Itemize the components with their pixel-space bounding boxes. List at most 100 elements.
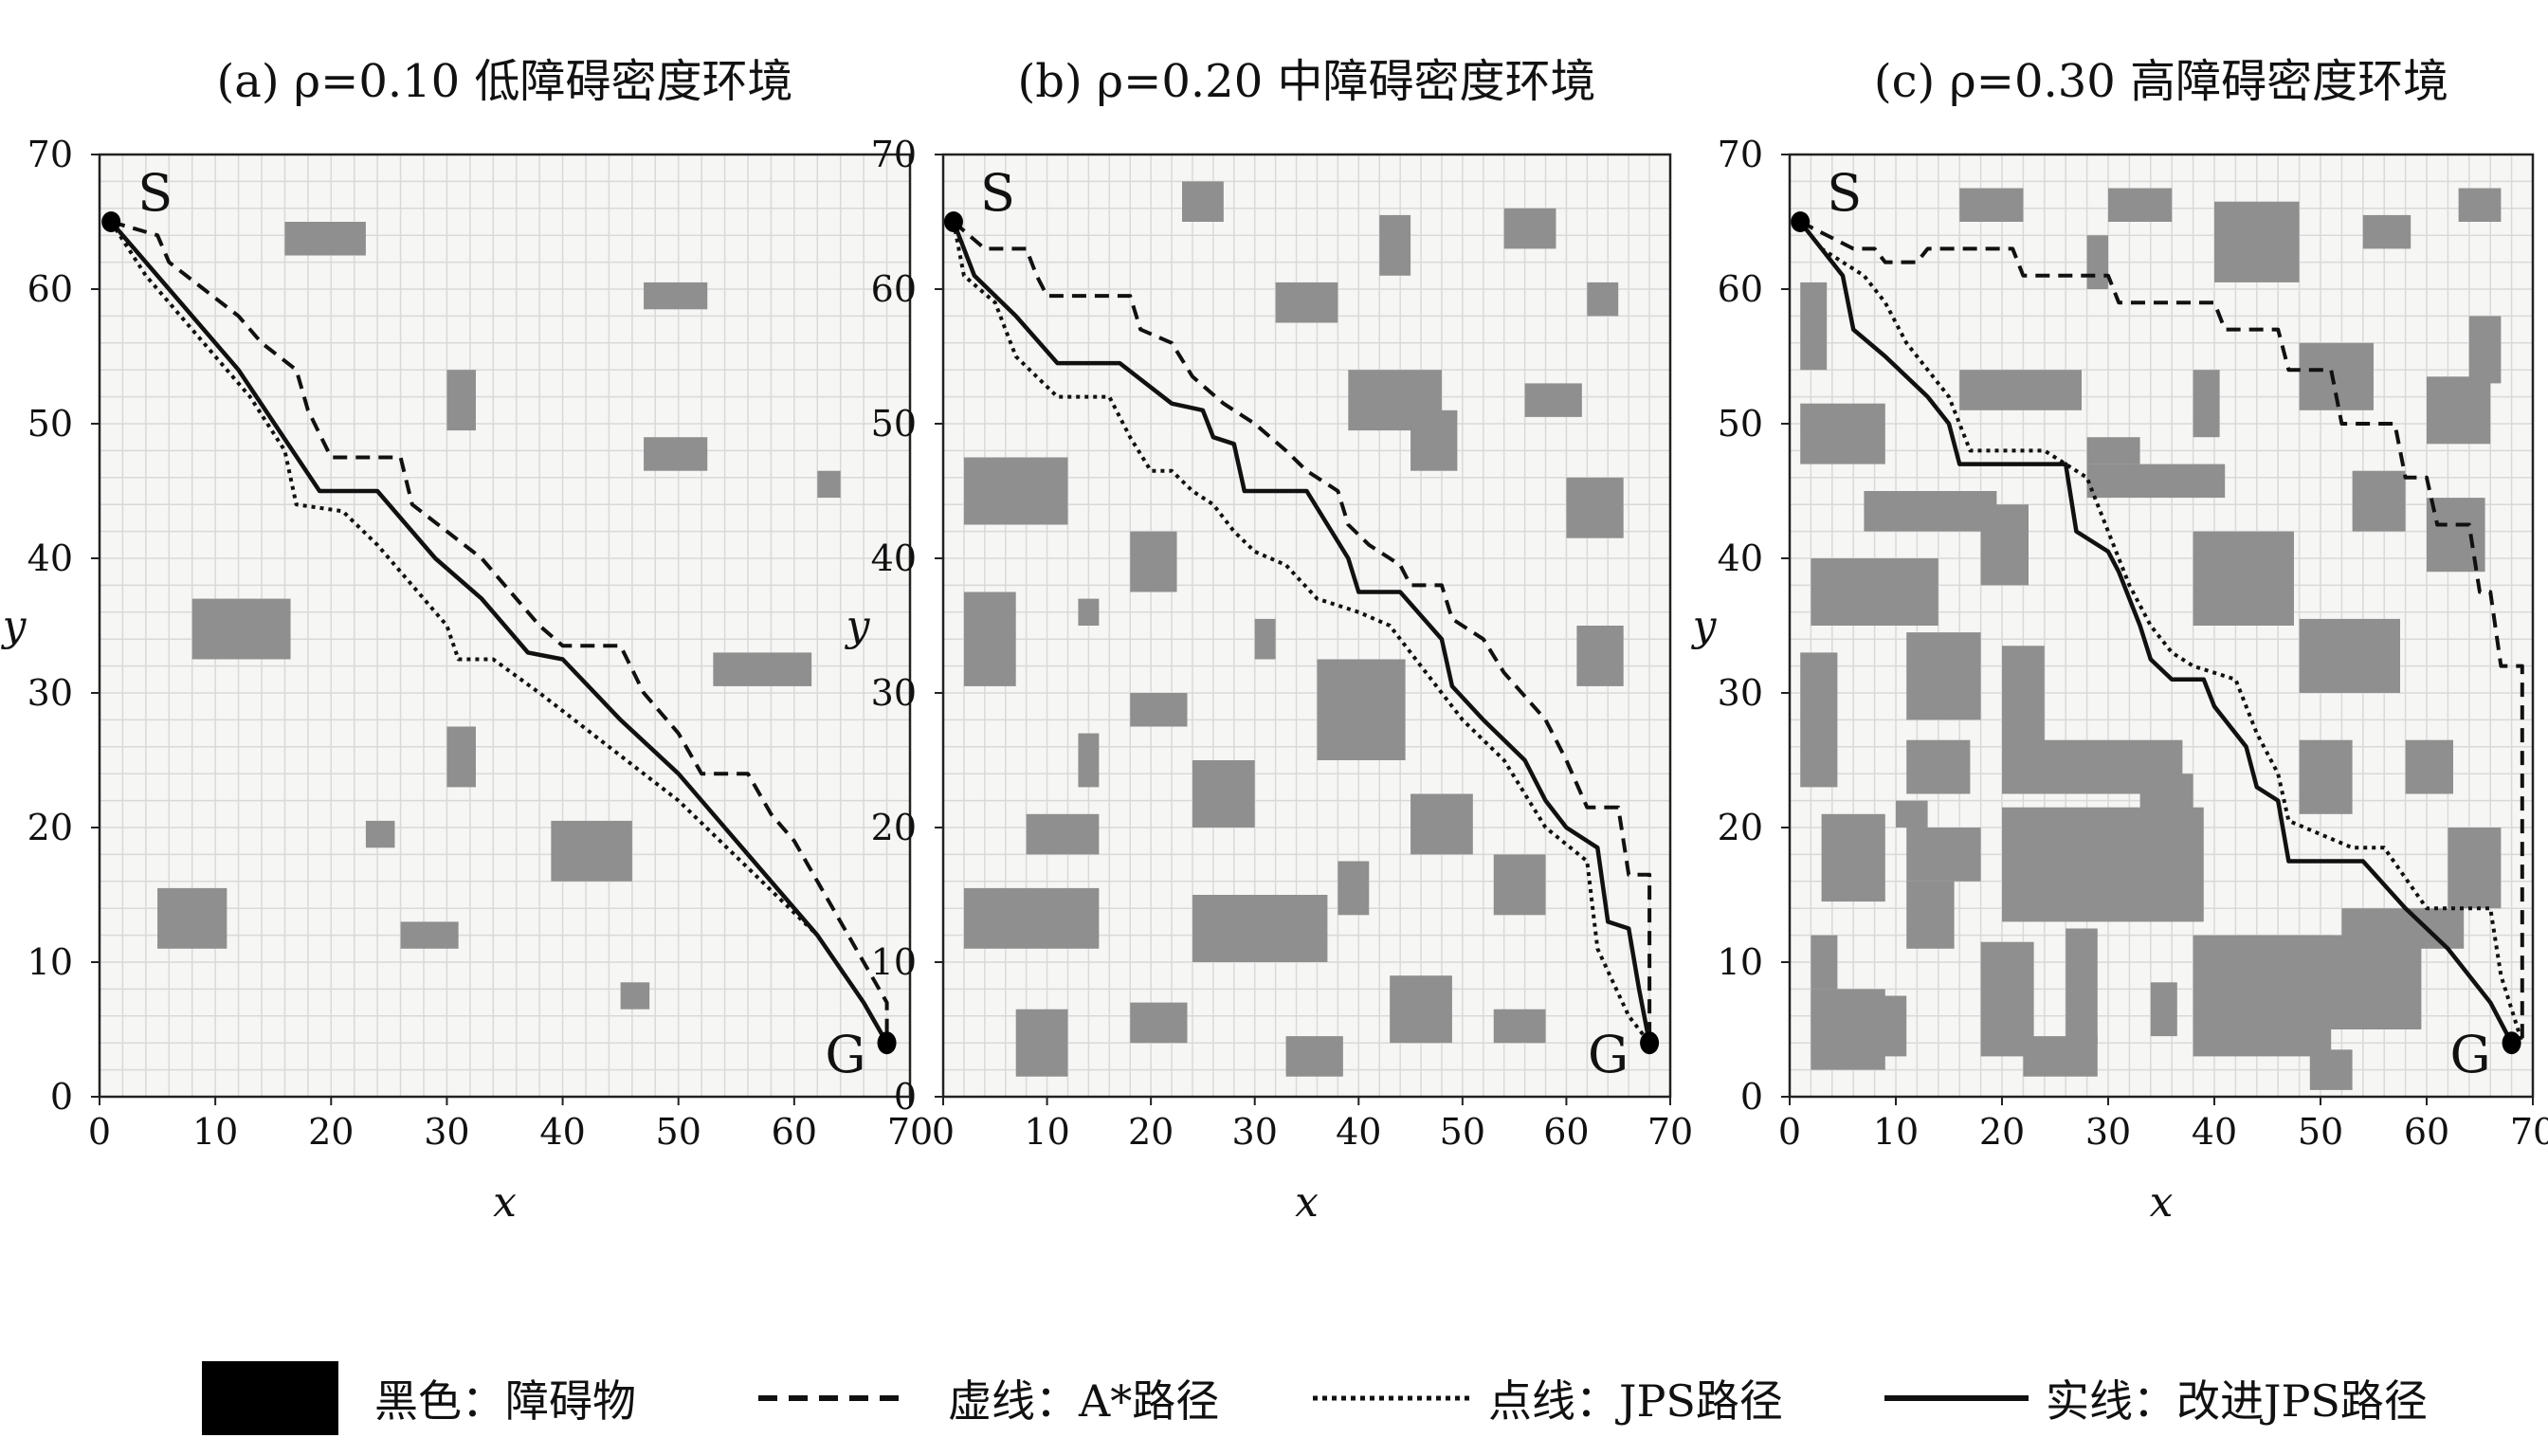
- obstacle: [1130, 1002, 1188, 1044]
- obstacle: [2150, 982, 2177, 1037]
- obstacle: [365, 820, 395, 848]
- obstacle: [2066, 928, 2098, 1044]
- obstacle: [1906, 632, 1981, 720]
- obstacle: [1980, 504, 2029, 586]
- obstacle: [2405, 739, 2453, 794]
- chart-title: (b) ρ=0.20 中障碍密度环境: [1017, 55, 1595, 108]
- x-tick-label: 70: [1647, 1111, 1693, 1153]
- legend-astar-label: 虚线：A*路径: [948, 1375, 1219, 1427]
- y-axis-label: y: [845, 602, 871, 650]
- obstacle: [963, 592, 1016, 686]
- y-axis-label: y: [1691, 602, 1718, 650]
- obstacle: [2299, 618, 2400, 693]
- obstacle: [1275, 282, 1338, 323]
- obstacle: [1192, 760, 1255, 828]
- axes-frame: [98, 153, 912, 1099]
- x-tick-label: 10: [192, 1111, 238, 1153]
- obstacle: [446, 726, 476, 788]
- obstacle: [1410, 793, 1473, 855]
- x-tick-label: 30: [2085, 1111, 2131, 1153]
- y-tick-label: 70: [1718, 134, 1763, 175]
- legend: 黑色：障碍物 虚线：A*路径 点线：JPS路径 实线：改进JPS路径: [202, 1361, 2428, 1435]
- y-tick-label: 60: [1718, 268, 1763, 310]
- obstacle: [1576, 626, 1624, 686]
- y-tick-label: 10: [1718, 941, 1763, 983]
- axes-frame: [941, 153, 1672, 1099]
- obstacle: [1800, 403, 1885, 464]
- y-tick-label: 40: [1718, 537, 1763, 579]
- x-tick-label: 40: [539, 1111, 585, 1153]
- x-tick-label: 60: [2404, 1111, 2449, 1153]
- y-tick-label: 20: [871, 807, 917, 848]
- x-tick-label: 0: [1778, 1111, 1801, 1153]
- obstacle: [1524, 383, 1582, 417]
- obstacle: [1587, 282, 1619, 317]
- x-tick-label: 10: [1873, 1111, 1919, 1153]
- obstacle: [1959, 188, 2024, 222]
- x-tick-label: 50: [1440, 1111, 1485, 1153]
- y-tick-label: 60: [27, 268, 73, 310]
- start-label: S: [137, 163, 173, 223]
- goal-marker: [1640, 1031, 1660, 1055]
- obstacle: [1906, 881, 1955, 949]
- obstacle: [446, 370, 476, 431]
- y-tick-label: 30: [871, 672, 917, 714]
- path-solid: [109, 220, 889, 1045]
- chart-title: (a) ρ=0.10 低障碍密度环境: [217, 55, 793, 108]
- obstacle: [1811, 995, 1907, 1057]
- x-tick-label: 40: [1336, 1111, 1381, 1153]
- obstacle: [1317, 659, 1406, 760]
- obstacle: [2086, 235, 2108, 289]
- chart-panels: 0 10 20 30 40 50 60 70 0 10 20 30 40 50 60 70 x y (a) ρ=0.…: [1, 55, 2548, 1227]
- y-tick-label: 30: [1718, 672, 1763, 714]
- obstacle: [2448, 828, 2502, 909]
- x-axis-label: x: [493, 1178, 517, 1227]
- obstacle: [1906, 828, 1981, 882]
- start-marker: [1791, 211, 1811, 232]
- obstacle: [1130, 693, 1188, 727]
- axes-frame: [1788, 153, 2535, 1099]
- obstacle: [1493, 854, 1546, 916]
- start-label: S: [980, 163, 1015, 223]
- obstacle: [963, 887, 1100, 949]
- y-tick-label: 50: [871, 403, 917, 445]
- obstacle: [284, 222, 366, 256]
- obstacle: [1390, 975, 1452, 1044]
- path-dashed: [952, 220, 1652, 1044]
- path-solid: [1798, 220, 2514, 1045]
- legend-obstacle-swatch: [202, 1361, 338, 1435]
- y-tick-label: 50: [27, 403, 73, 445]
- chart-panel-3: 0 10 20 30 40 50 60 70 0 10 20 30 40 50 60 70 x y (c) ρ=0.…: [1691, 55, 2548, 1227]
- x-tick-label: 40: [2192, 1111, 2237, 1153]
- obstacle: [1811, 558, 1938, 626]
- chart-title: (c) ρ=0.30 高障碍密度环境: [1874, 55, 2448, 108]
- start-marker: [101, 211, 121, 232]
- obstacle: [1811, 935, 1838, 990]
- obstacle: [1821, 813, 1885, 902]
- obstacle: [1503, 208, 1556, 249]
- obstacle: [2458, 188, 2502, 222]
- obstacle: [1338, 861, 1370, 916]
- obstacle: [1896, 800, 1928, 828]
- x-tick-label: 20: [1128, 1111, 1174, 1153]
- y-axis-label: y: [1, 602, 27, 650]
- goal-marker: [877, 1031, 897, 1055]
- obstacle: [2309, 1049, 2353, 1090]
- obstacle: [2193, 370, 2220, 438]
- obstacle: [1493, 1009, 1546, 1044]
- y-tick-label: 60: [871, 268, 917, 310]
- path-dashed: [110, 220, 889, 1044]
- y-tick-label: 10: [871, 941, 917, 983]
- x-axis-label: x: [1295, 1178, 1319, 1227]
- obstacle: [1800, 652, 1838, 788]
- goal-label: G: [2449, 1025, 2490, 1084]
- obstacle: [2108, 188, 2173, 222]
- x-tick-label: 0: [88, 1111, 111, 1153]
- obstacle: [2086, 464, 2226, 499]
- x-tick-label: 30: [424, 1111, 469, 1153]
- obstacle: [1379, 214, 1411, 276]
- x-tick-label: 20: [1979, 1111, 2025, 1153]
- y-tick-label: 0: [894, 1076, 917, 1118]
- obstacle: [963, 457, 1068, 525]
